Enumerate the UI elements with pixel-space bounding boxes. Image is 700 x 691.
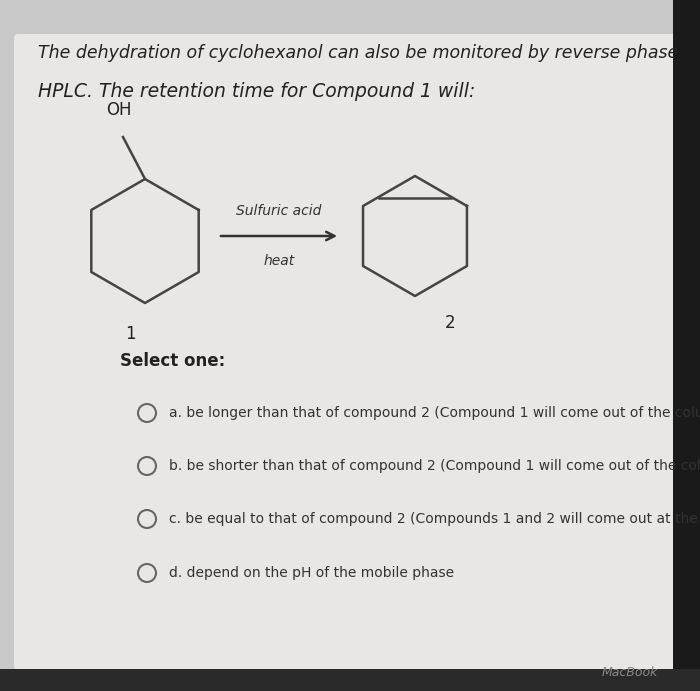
Bar bbox=[0, 669, 700, 691]
Text: b. be shorter than that of compound 2 (Compound 1 will come out of the column fi: b. be shorter than that of compound 2 (C… bbox=[169, 459, 700, 473]
Text: 1: 1 bbox=[125, 325, 135, 343]
Circle shape bbox=[138, 457, 156, 475]
Text: OH: OH bbox=[106, 101, 132, 119]
Circle shape bbox=[138, 564, 156, 582]
Text: c. be equal to that of compound 2 (Compounds 1 and 2 will come out at the same t: c. be equal to that of compound 2 (Compo… bbox=[169, 512, 700, 526]
Text: Select one:: Select one: bbox=[120, 352, 225, 370]
Text: HPLC. The retention time for Compound 1 will:: HPLC. The retention time for Compound 1 … bbox=[38, 82, 475, 100]
Text: Sulfuric acid: Sulfuric acid bbox=[237, 204, 322, 218]
Bar bbox=[673, 0, 700, 691]
Text: 2: 2 bbox=[444, 314, 455, 332]
Text: heat: heat bbox=[263, 254, 295, 268]
Text: a. be longer than that of compound 2 (Compound 1 will come out of the column las: a. be longer than that of compound 2 (Co… bbox=[169, 406, 700, 420]
Circle shape bbox=[138, 510, 156, 528]
Circle shape bbox=[138, 404, 156, 422]
Text: The dehydration of cyclohexanol can also be monitored by reverse phase: The dehydration of cyclohexanol can also… bbox=[38, 44, 678, 62]
Text: d. depend on the pH of the mobile phase: d. depend on the pH of the mobile phase bbox=[169, 566, 454, 580]
FancyBboxPatch shape bbox=[14, 34, 677, 670]
Text: MacBook: MacBook bbox=[601, 666, 658, 679]
